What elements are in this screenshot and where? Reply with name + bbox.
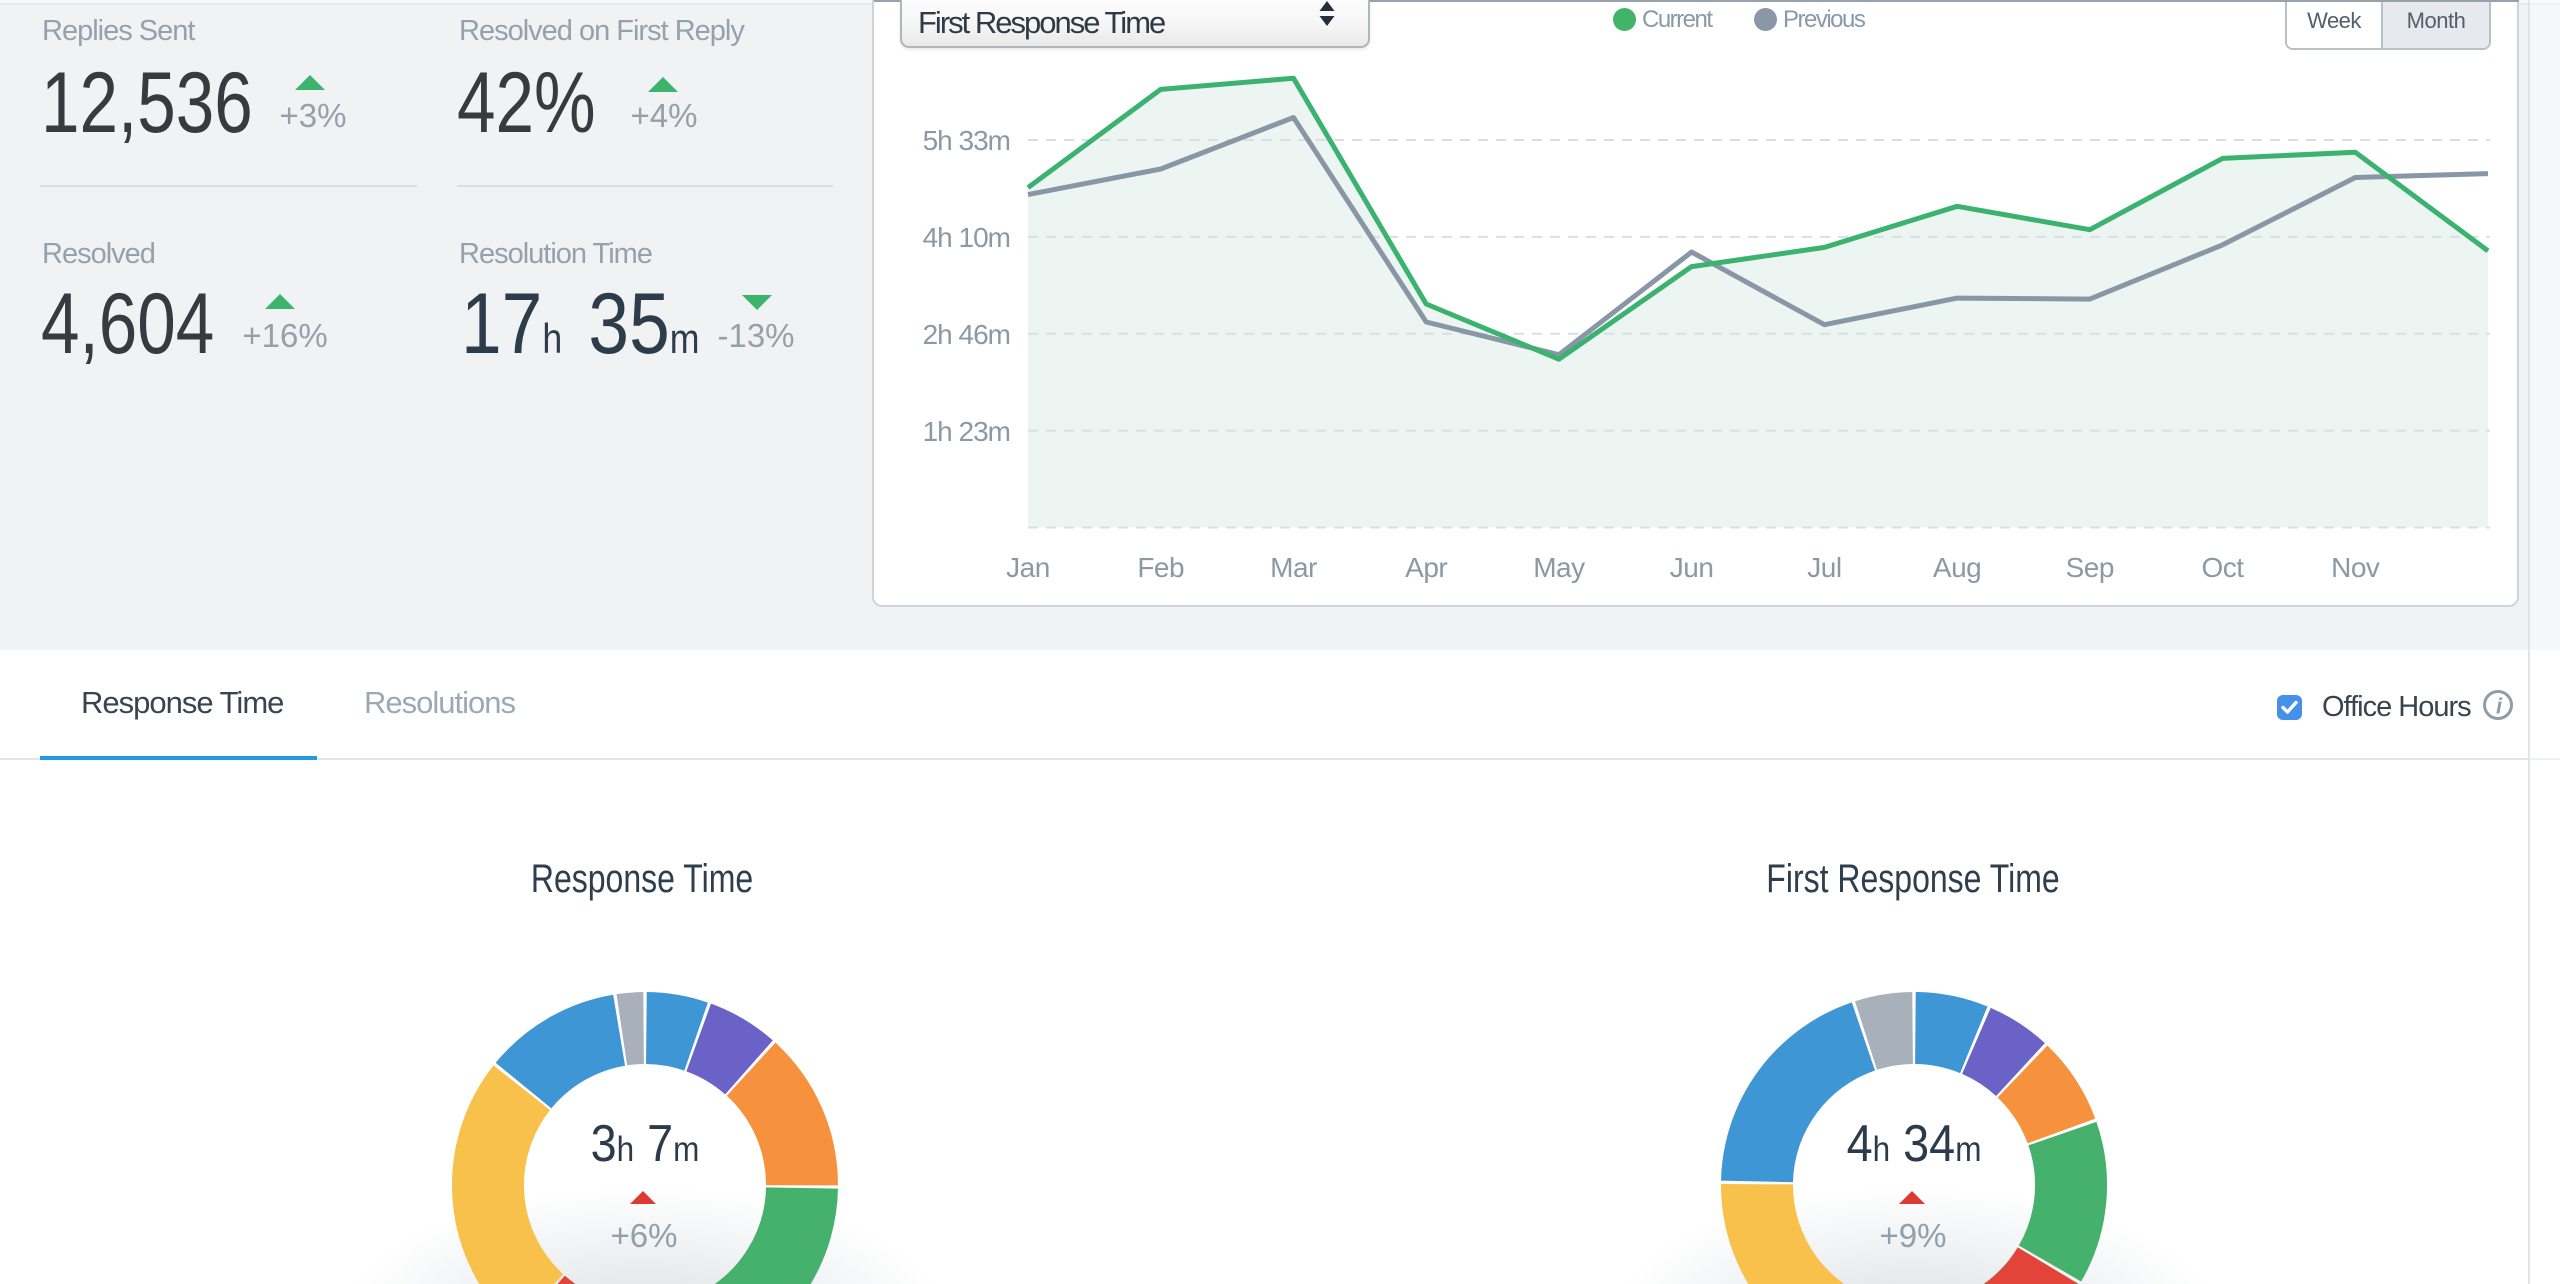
svg-text:Apr: Apr <box>1405 552 1447 583</box>
svg-text:Aug: Aug <box>1933 552 1981 583</box>
svg-text:Feb: Feb <box>1137 552 1184 583</box>
svg-text:Oct: Oct <box>2201 552 2244 583</box>
svg-text:Jun: Jun <box>1670 552 1714 583</box>
svg-text:5h 33m: 5h 33m <box>923 125 1010 156</box>
svg-text:Nov: Nov <box>2331 552 2380 583</box>
svg-text:4h 10m: 4h 10m <box>923 222 1010 253</box>
svg-text:Sep: Sep <box>2066 552 2114 583</box>
svg-text:Jul: Jul <box>1807 552 1841 583</box>
svg-text:1h 23m: 1h 23m <box>923 416 1010 447</box>
svg-text:2h 46m: 2h 46m <box>923 319 1010 350</box>
svg-text:Mar: Mar <box>1270 552 1317 583</box>
svg-text:May: May <box>1533 552 1585 583</box>
svg-text:i: i <box>2496 694 2503 719</box>
svg-text:Jan: Jan <box>1006 552 1050 583</box>
